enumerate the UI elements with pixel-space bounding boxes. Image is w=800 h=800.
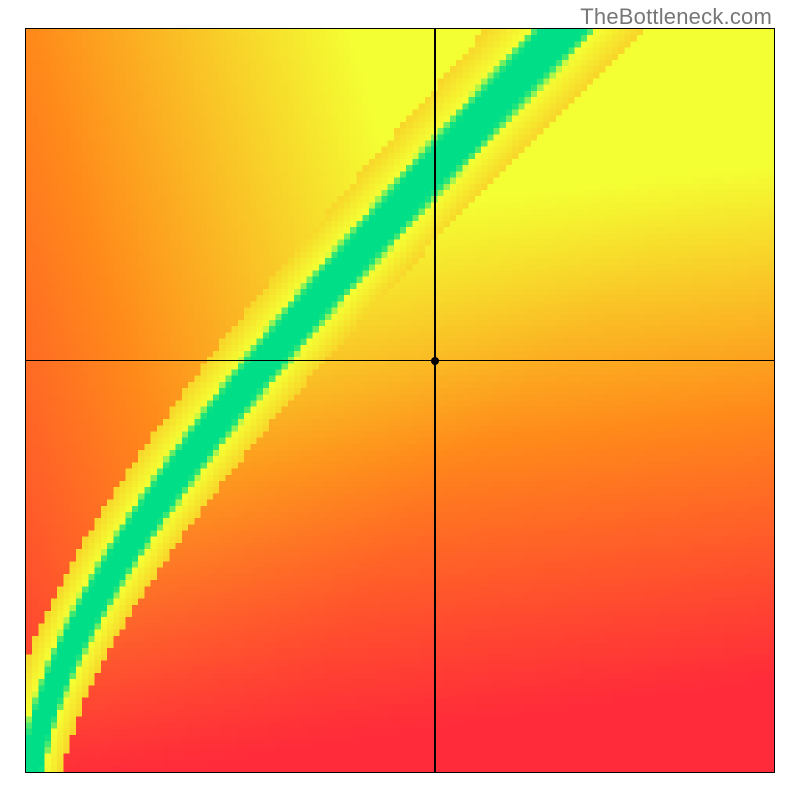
crosshair-point [431, 357, 439, 365]
heatmap-canvas [26, 29, 774, 772]
crosshair-vertical [434, 29, 436, 772]
watermark-text: TheBottleneck.com [580, 4, 772, 30]
bottleneck-heatmap [25, 28, 775, 773]
crosshair-horizontal [26, 360, 774, 362]
